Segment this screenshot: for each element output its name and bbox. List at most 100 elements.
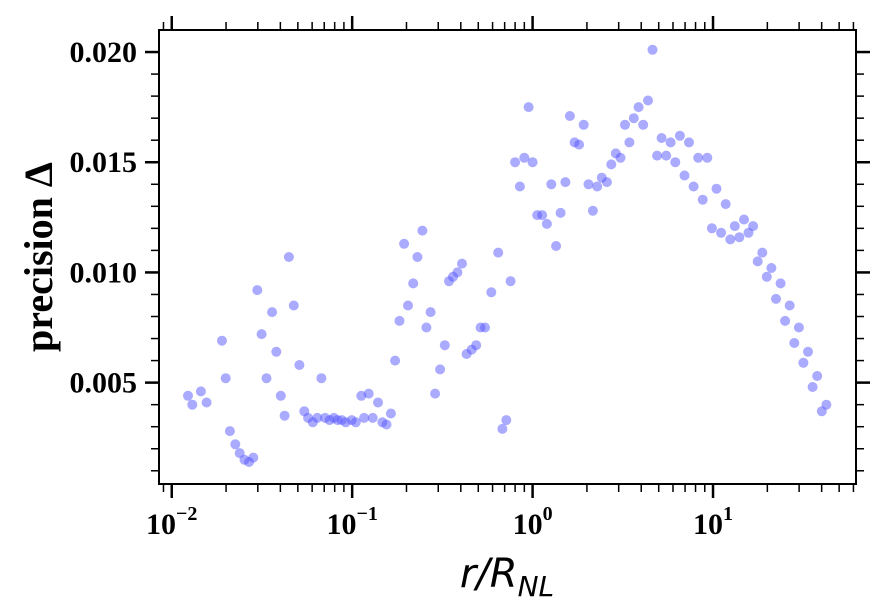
data-point-89: [601, 177, 612, 188]
data-point-132: [798, 357, 809, 368]
data-point-111: [702, 152, 713, 163]
data-point-106: [679, 170, 690, 181]
data-point-79: [555, 207, 566, 218]
data-point-129: [784, 300, 795, 311]
data-point-98: [643, 95, 653, 106]
tick-labels: 0.005 0.010 0.015 0.020 10−2 10−1 100 101: [70, 36, 734, 541]
data-point-68: [505, 276, 516, 287]
data-point-2: [195, 386, 206, 397]
data-point-49: [417, 225, 428, 236]
data-point-125: [766, 263, 777, 273]
data-point-34: [350, 417, 361, 428]
data-point-121: [748, 221, 759, 232]
data-point-53: [435, 364, 446, 375]
data-point-97: [638, 119, 649, 130]
data-point-26: [316, 373, 327, 384]
data-point-41: [381, 419, 392, 430]
data-point-110: [697, 194, 708, 205]
data-point-12: [252, 285, 263, 296]
data-point-58: [457, 258, 467, 269]
data-point-103: [665, 137, 676, 148]
y-tick-label-1: 0.010: [70, 256, 138, 289]
data-point-21: [294, 360, 305, 370]
data-point-3: [201, 397, 212, 408]
data-point-123: [757, 247, 768, 258]
data-point-14: [261, 373, 272, 384]
data-point-6: [224, 426, 235, 437]
data-point-92: [615, 152, 626, 163]
data-point-100: [652, 150, 663, 161]
data-point-126: [771, 293, 781, 304]
x-axis-label: r/RNL: [460, 551, 554, 603]
data-point-119: [739, 214, 749, 225]
x-tick-label-0: 10−2: [146, 503, 197, 541]
data-point-128: [780, 315, 791, 326]
data-point-47: [408, 278, 419, 289]
y-tick-label-0: 0.005: [70, 367, 138, 400]
data-point-54: [439, 340, 450, 351]
data-point-71: [519, 152, 530, 163]
data-point-113: [711, 183, 722, 194]
data-point-94: [624, 137, 635, 148]
data-point-95: [628, 113, 639, 124]
data-point-104: [670, 157, 681, 168]
y-tick-label-3: 0.020: [70, 36, 138, 69]
data-point-44: [394, 315, 405, 326]
data-point-109: [693, 152, 704, 163]
data-point-127: [775, 278, 786, 289]
data-point-15: [267, 307, 278, 318]
data-point-87: [592, 181, 603, 192]
data-point-20: [288, 300, 299, 311]
data-point-67: [501, 415, 512, 426]
y-axis-label: precision Δ: [16, 162, 61, 352]
plot-frame: [158, 29, 857, 485]
data-point-5: [220, 373, 231, 384]
data-point-101: [656, 133, 667, 143]
data-point-130: [789, 338, 800, 348]
x-tick-label-1: 10−1: [326, 503, 377, 541]
data-point-36: [359, 412, 370, 423]
data-point-73: [527, 157, 538, 168]
data-point-11: [248, 452, 259, 463]
data-point-64: [486, 287, 497, 298]
data-points: [183, 44, 832, 467]
data-point-51: [425, 307, 436, 318]
data-point-84: [578, 119, 589, 130]
data-point-117: [729, 221, 740, 232]
data-point-124: [761, 271, 772, 282]
data-point-18: [279, 410, 290, 421]
data-point-50: [421, 322, 432, 333]
x-axis-label-subscript: NL: [518, 570, 555, 603]
data-point-38: [367, 412, 378, 423]
data-point-0: [183, 390, 193, 401]
data-point-135: [812, 371, 823, 381]
data-point-75: [537, 210, 548, 221]
data-point-46: [403, 300, 413, 311]
data-point-19: [283, 252, 294, 262]
data-point-16: [271, 346, 282, 357]
data-point-93: [620, 119, 630, 130]
data-point-69: [510, 157, 521, 168]
data-point-108: [688, 181, 699, 192]
axis-ticks: [145, 16, 870, 498]
data-point-102: [661, 150, 672, 161]
data-point-39: [373, 397, 383, 408]
data-point-78: [551, 241, 562, 251]
data-point-114: [716, 227, 727, 238]
data-point-112: [706, 223, 717, 234]
data-point-70: [514, 181, 525, 192]
data-point-48: [412, 252, 423, 262]
data-point-63: [480, 322, 490, 333]
data-point-57: [452, 267, 463, 278]
data-point-4: [217, 335, 227, 346]
data-point-131: [793, 322, 804, 333]
data-point-17: [275, 390, 286, 401]
data-point-25: [312, 412, 323, 423]
data-point-118: [734, 232, 745, 243]
data-point-115: [720, 199, 731, 210]
data-point-13: [256, 329, 267, 340]
data-point-81: [564, 111, 575, 121]
data-point-61: [471, 340, 482, 351]
x-axis-label-main: r/R: [460, 551, 518, 597]
data-point-72: [523, 102, 534, 113]
